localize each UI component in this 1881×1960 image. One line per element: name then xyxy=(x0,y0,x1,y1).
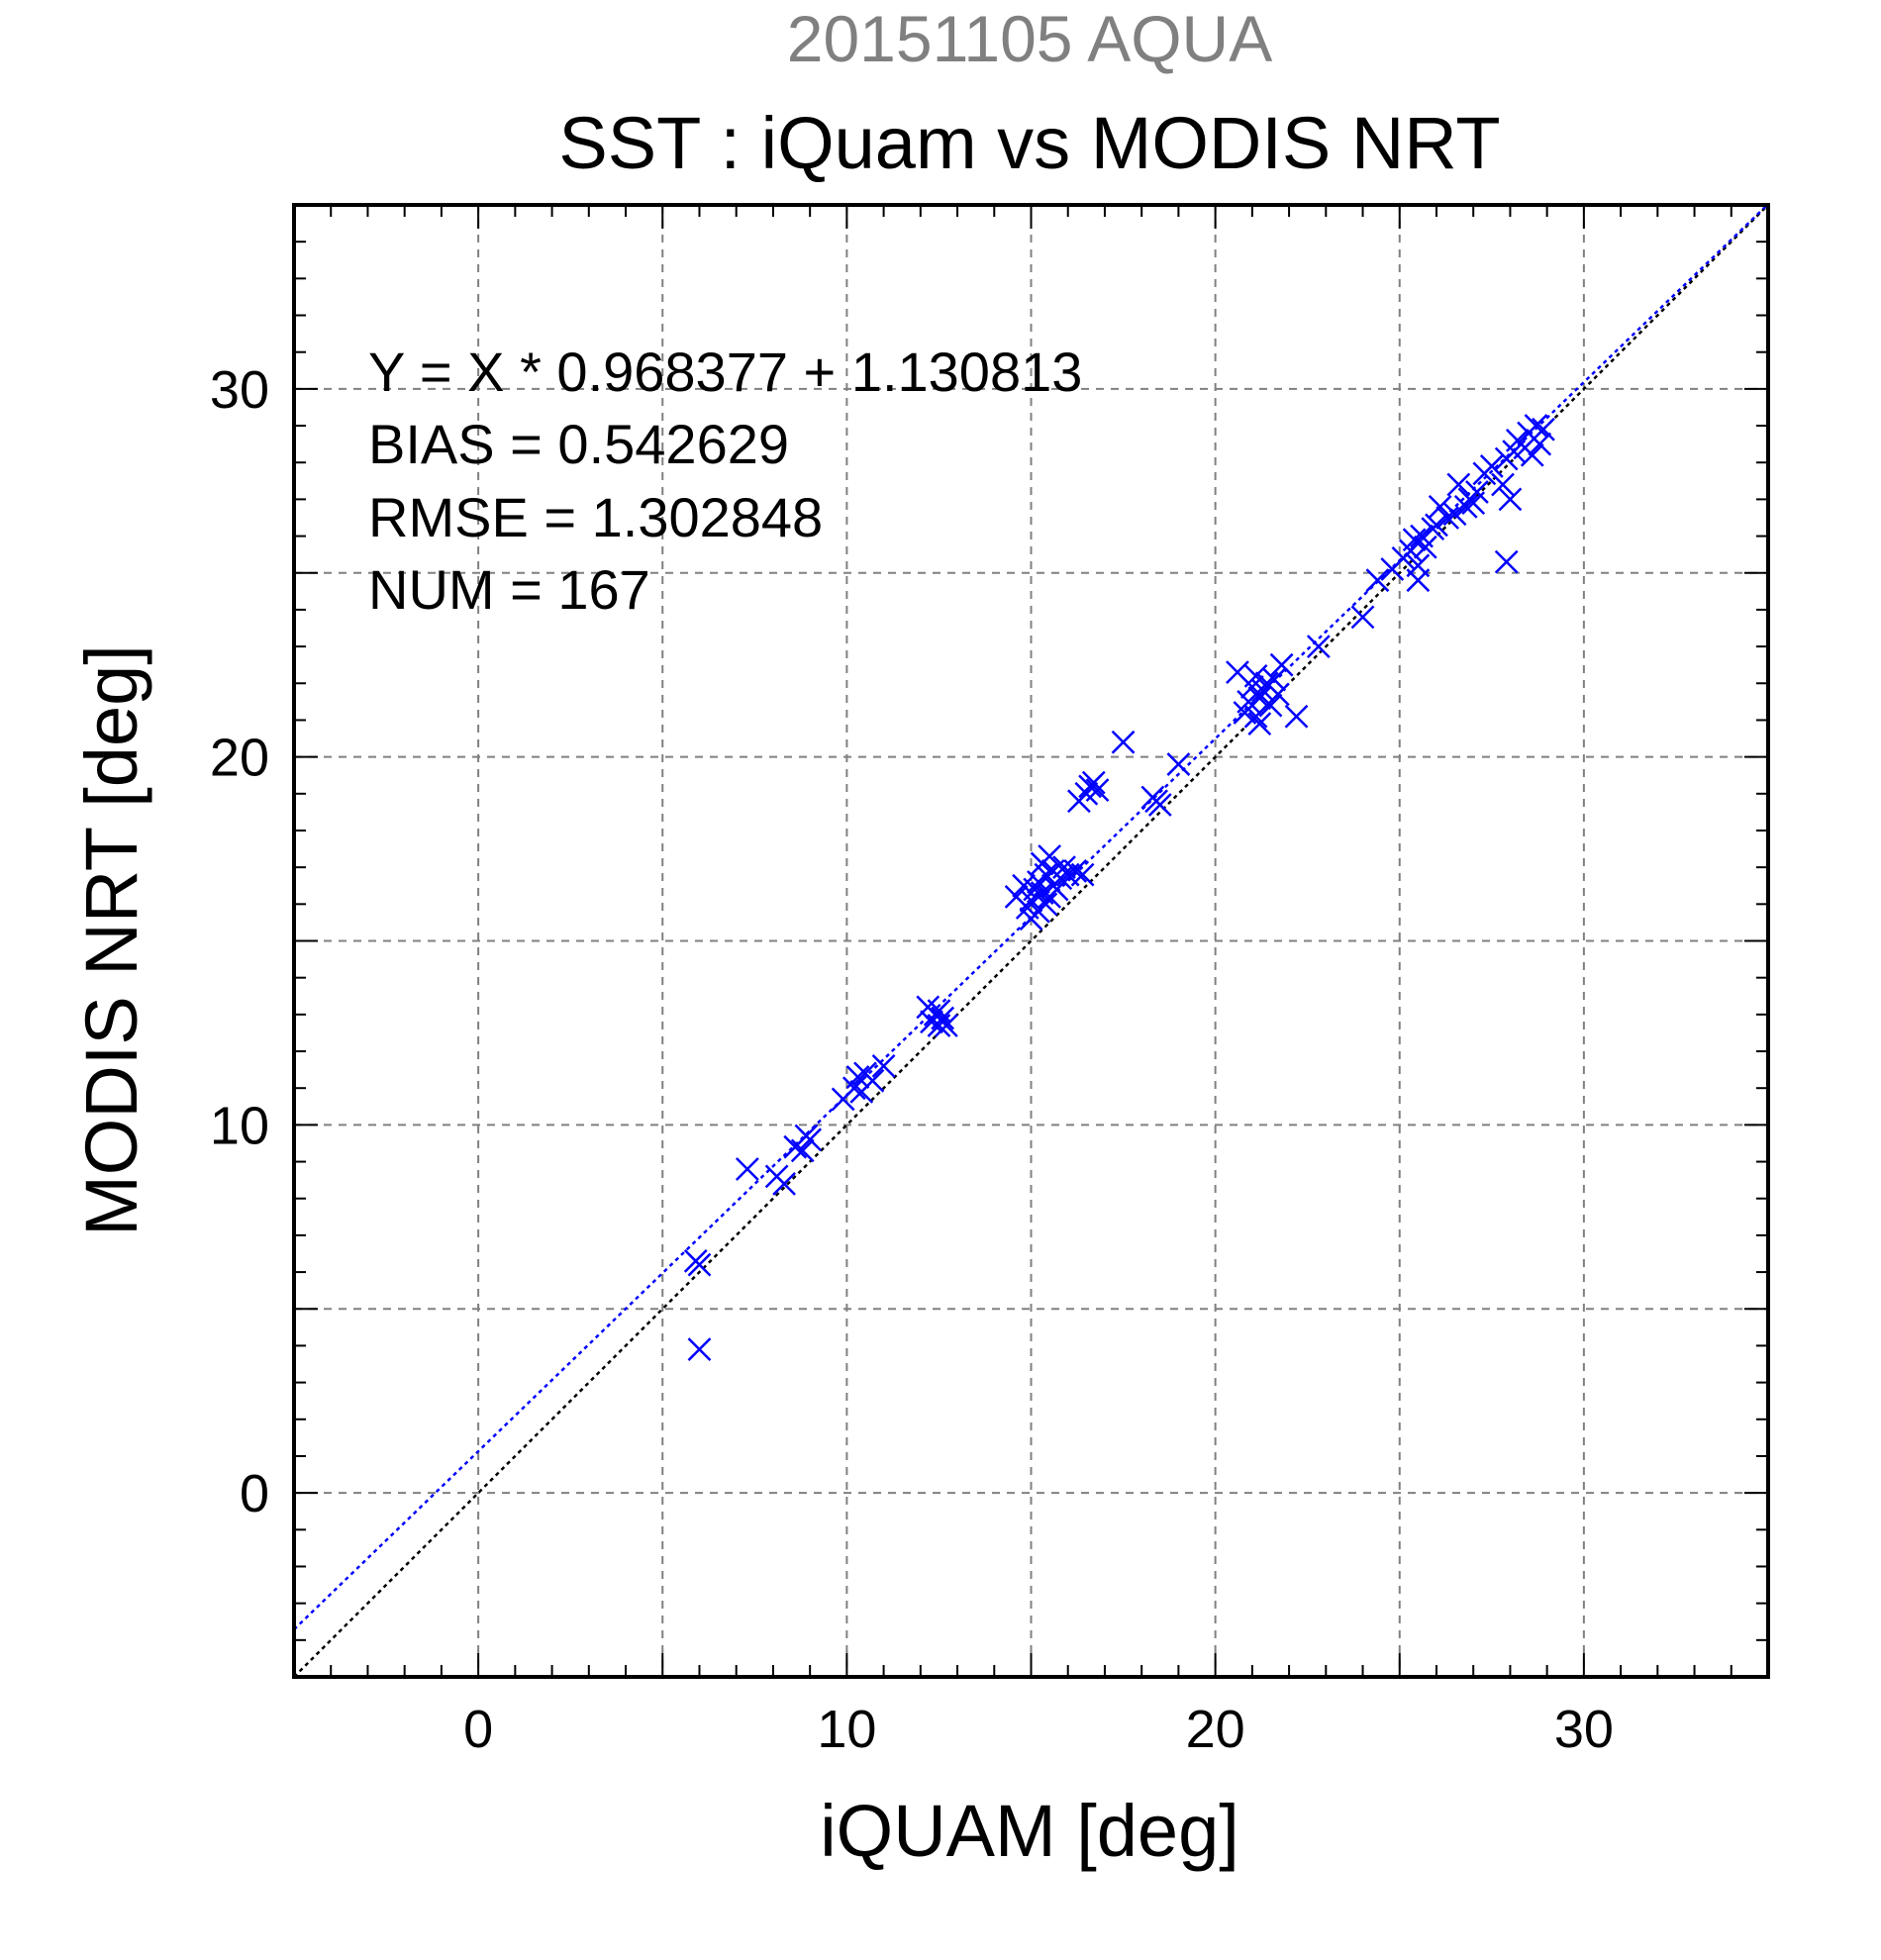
data-point xyxy=(1262,667,1287,692)
data-point xyxy=(845,1065,870,1089)
regression-line xyxy=(294,205,1768,1630)
data-point xyxy=(1247,712,1272,736)
y-tick-label: 20 xyxy=(210,729,269,788)
y-tick-labels: 0 10 20 30 xyxy=(210,360,269,1523)
data-point xyxy=(790,1138,815,1163)
x-tick-label: 0 xyxy=(463,1700,493,1759)
chart-supertitle: 20151105 AQUA xyxy=(787,2,1273,75)
data-point xyxy=(1350,605,1375,630)
data-point xyxy=(1147,793,1172,817)
data-point xyxy=(1063,858,1088,883)
stats-rmse: RMSE = 1.302848 xyxy=(368,486,823,548)
data-point xyxy=(1038,844,1061,868)
data-point xyxy=(1494,549,1519,574)
stats-bias: BIAS = 0.542629 xyxy=(368,413,789,475)
data-point xyxy=(1436,506,1460,530)
data-point xyxy=(1070,862,1095,887)
x-tick-labels: 0 10 20 30 xyxy=(463,1700,1614,1759)
y-axis-label: MODIS NRT [deg] xyxy=(70,644,152,1236)
data-point xyxy=(1306,635,1331,658)
data-point xyxy=(1085,778,1110,802)
data-point xyxy=(1284,704,1309,729)
data-points xyxy=(683,414,1555,1362)
chart-title: SST : iQuam vs MODIS NRT xyxy=(558,102,1500,184)
y-tick-label: 0 xyxy=(240,1464,269,1523)
grid-lines xyxy=(294,205,1768,1677)
data-point xyxy=(1528,432,1552,456)
data-point xyxy=(1524,414,1548,438)
data-point xyxy=(687,1252,712,1277)
data-point xyxy=(1406,553,1431,578)
data-point xyxy=(1266,682,1290,707)
x-tick-label: 20 xyxy=(1186,1700,1245,1759)
y-tick-label: 30 xyxy=(210,360,269,420)
data-point xyxy=(931,1006,955,1030)
data-point xyxy=(1243,704,1268,729)
data-point xyxy=(1034,892,1058,917)
stats-equation: Y = X * 0.968377 + 1.130813 xyxy=(368,341,1082,403)
data-point xyxy=(1166,752,1191,776)
x-tick-label: 10 xyxy=(817,1700,876,1759)
data-point xyxy=(798,1127,823,1152)
y-tick-label: 10 xyxy=(210,1096,269,1155)
data-point xyxy=(1491,472,1515,497)
data-point xyxy=(1465,480,1489,504)
data-point xyxy=(1532,417,1555,441)
data-point xyxy=(1453,494,1478,519)
data-point xyxy=(1365,568,1390,593)
data-point xyxy=(772,1171,796,1196)
data-point xyxy=(1243,663,1268,688)
stats-num: NUM = 167 xyxy=(368,558,650,621)
data-point xyxy=(1247,686,1272,711)
x-tick-label: 30 xyxy=(1554,1700,1614,1759)
data-point xyxy=(1413,535,1437,559)
data-point xyxy=(1498,487,1523,512)
data-point xyxy=(1258,693,1283,718)
data-point xyxy=(1111,730,1136,754)
data-point xyxy=(735,1157,759,1181)
data-point xyxy=(1520,442,1544,467)
data-point xyxy=(1425,513,1448,538)
data-point xyxy=(1402,528,1427,552)
data-point xyxy=(1081,770,1106,795)
data-point xyxy=(1034,862,1058,887)
data-point xyxy=(871,1054,896,1078)
data-point xyxy=(1428,494,1452,519)
data-point xyxy=(934,1014,958,1037)
data-point xyxy=(860,1068,885,1093)
data-point xyxy=(1269,652,1294,677)
data-point xyxy=(1479,454,1504,478)
x-axis-label: iQUAM [deg] xyxy=(820,1790,1239,1872)
data-point xyxy=(927,1014,951,1037)
data-point xyxy=(1023,877,1047,902)
data-point xyxy=(1446,472,1471,497)
plot-frame xyxy=(292,203,1770,1679)
data-point xyxy=(687,1337,712,1362)
